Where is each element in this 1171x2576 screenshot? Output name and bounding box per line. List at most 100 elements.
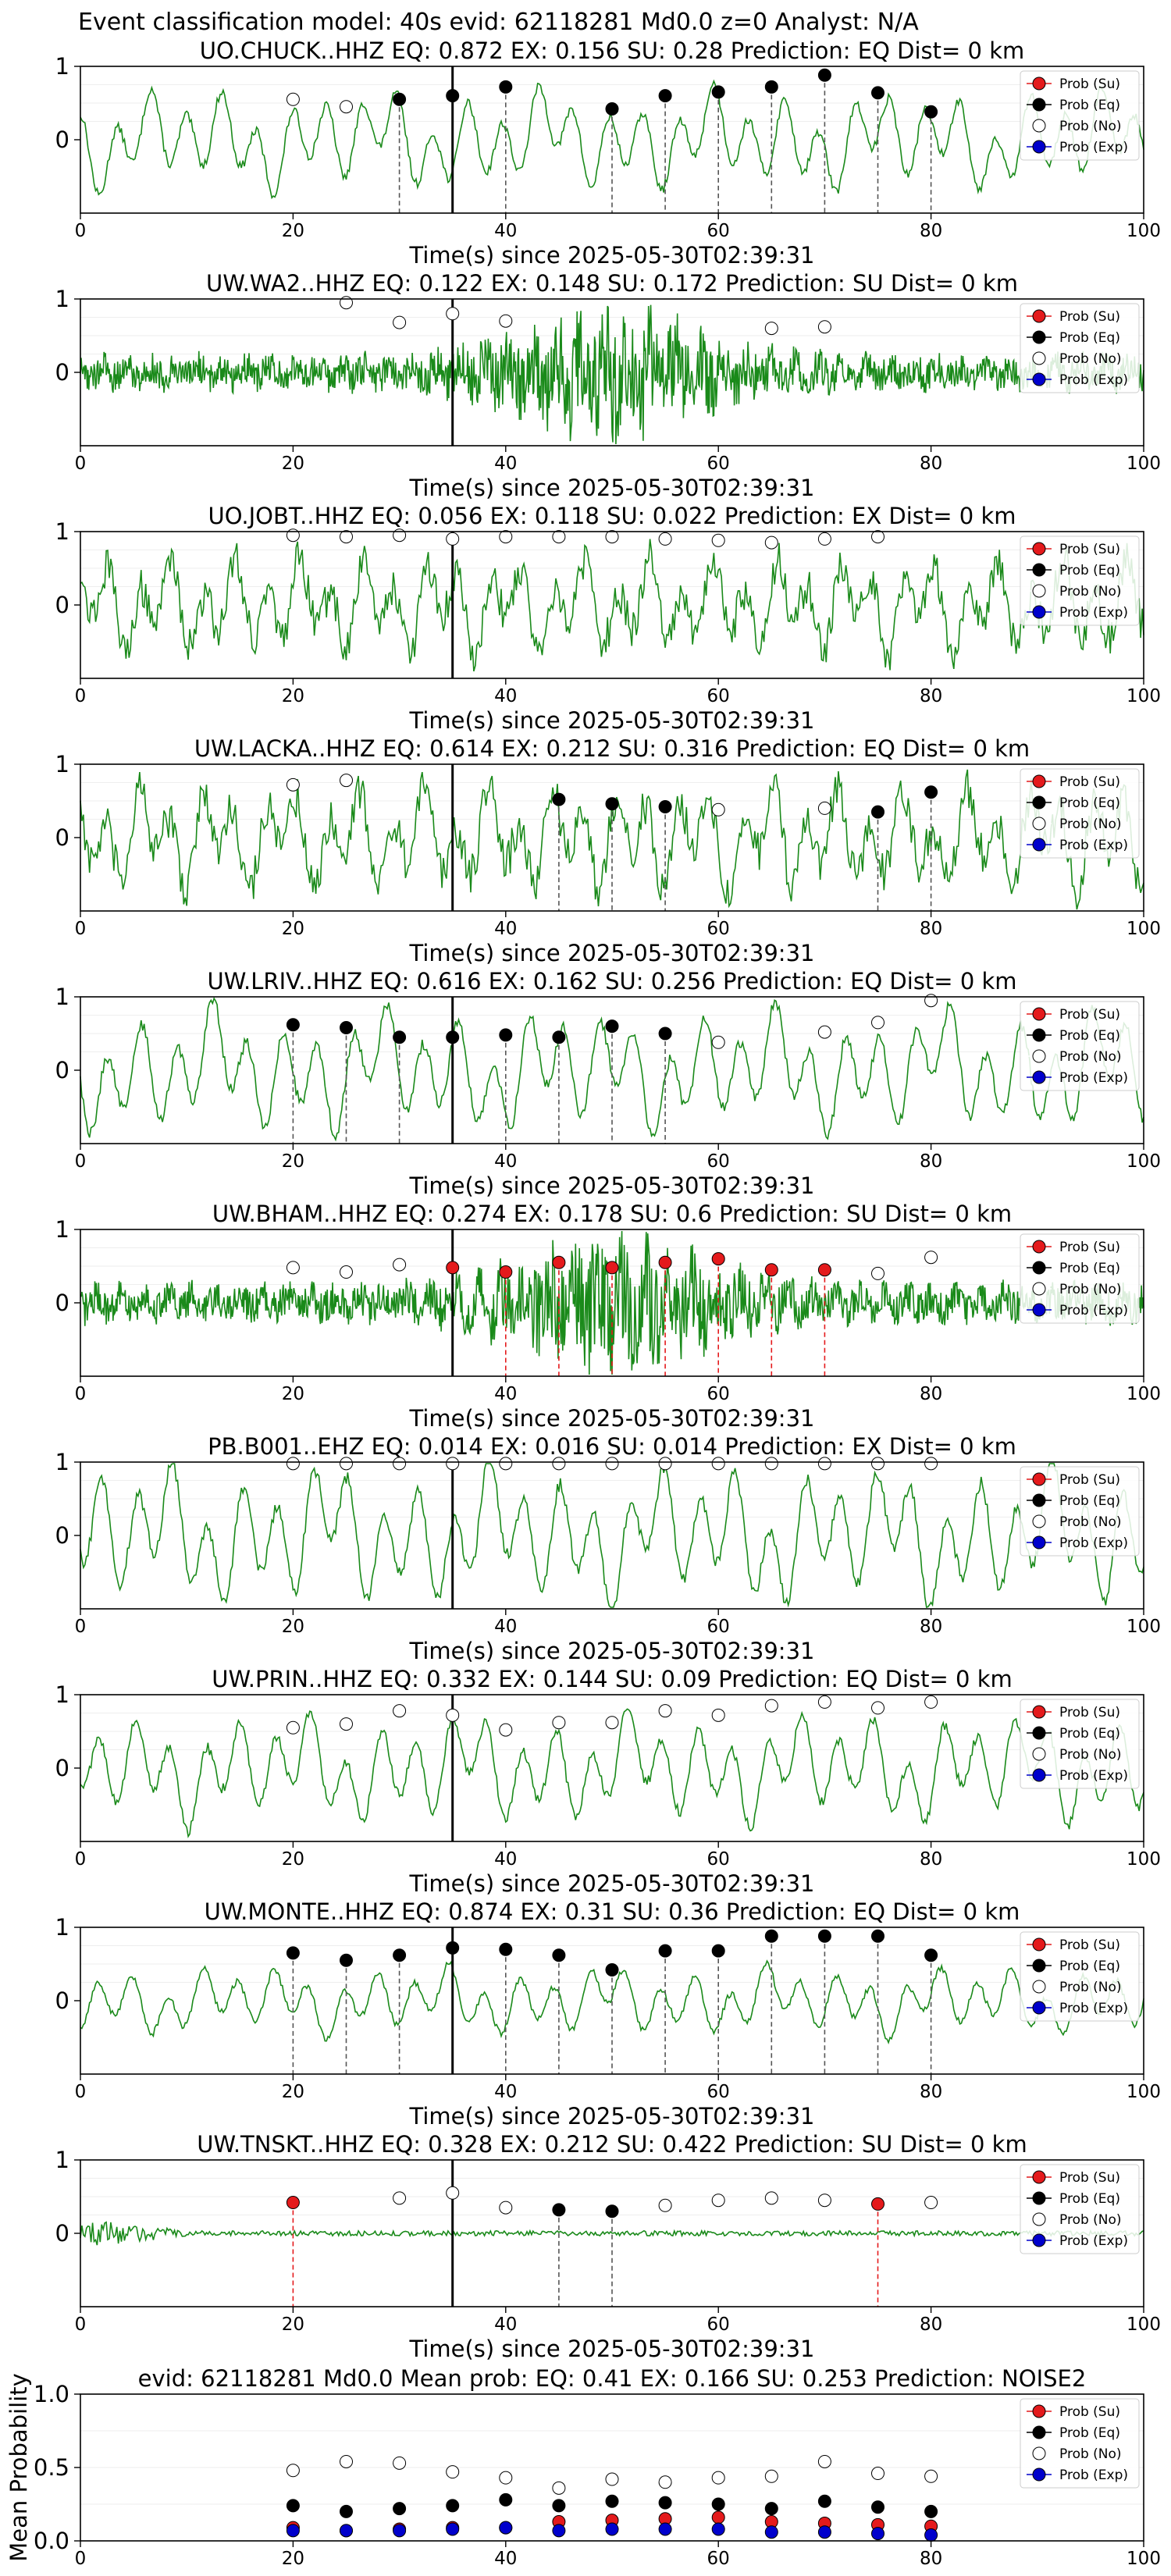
prob-marker-no: [871, 1266, 884, 1280]
prob-marker-no: [711, 1035, 725, 1049]
prob-marker-eq: [286, 1946, 300, 1960]
legend-marker: [1032, 2191, 1046, 2205]
mean-prob-point-exp: [446, 2522, 460, 2536]
legend: Prob (Su) Prob (Eq) Prob (No) Prob (Exp): [1020, 1699, 1140, 1789]
prob-marker-no: [552, 1716, 566, 1730]
x-tick-label: 0: [75, 1849, 87, 1870]
prob-marker-no: [286, 1261, 300, 1275]
x-tick-label: 40: [494, 2549, 517, 2569]
y-tick-label: 1: [55, 984, 69, 1010]
prob-marker-no: [924, 1251, 938, 1265]
legend-label: Prob (Exp): [1059, 140, 1128, 155]
legend-marker: [1032, 2467, 1046, 2482]
legend-label: Prob (Su): [1059, 542, 1120, 557]
x-tick-label: 100: [1127, 454, 1161, 474]
y-tick-label: 1: [55, 1449, 69, 1475]
legend-marker: [1032, 2404, 1046, 2418]
x-tick-label: 60: [707, 2314, 730, 2335]
legend-label: Prob (Su): [1059, 1705, 1120, 1720]
legend-marker: [1032, 563, 1046, 577]
prob-marker-no: [924, 1695, 938, 1709]
prob-marker-no: [658, 532, 672, 546]
prob-marker-eq: [605, 102, 619, 116]
prob-marker-su: [605, 1261, 619, 1275]
axes-frame: [80, 531, 1144, 679]
legend-marker: [1032, 2001, 1046, 2015]
x-tick-label: 40: [494, 1849, 517, 1870]
legend-marker: [1032, 584, 1046, 598]
legend-marker: [1032, 795, 1046, 809]
prob-marker-eq: [286, 1018, 300, 1032]
panel-2: UW.WA2..HHZ EQ: 0.122 EX: 0.148 SU: 0.17…: [55, 270, 1161, 501]
x-tick-label: 20: [282, 919, 304, 939]
prob-marker-no: [871, 1457, 884, 1471]
panel-8: UW.PRIN..HHZ EQ: 0.332 EX: 0.144 SU: 0.0…: [55, 1666, 1161, 1897]
x-tick-label: 40: [494, 1617, 517, 1637]
legend-box: [1020, 1001, 1140, 1091]
x-axis-label: Time(s) since 2025-05-30T02:39:31: [409, 1870, 815, 1897]
x-tick-label: 100: [1127, 2549, 1161, 2569]
y-tick-label: 0: [55, 2220, 69, 2247]
prob-marker-no: [393, 1258, 407, 1272]
legend-box: [1020, 70, 1140, 161]
legend-marker: [1032, 2170, 1046, 2184]
x-tick-label: 0: [75, 1384, 87, 1404]
prob-marker-su: [658, 1255, 672, 1269]
waveform-trace: [80, 1708, 1144, 1838]
x-tick-label: 0: [75, 454, 87, 474]
prob-marker-eq: [552, 1030, 566, 1044]
mean-prob-point-no: [552, 2481, 566, 2495]
legend: Prob (Su) Prob (Eq) Prob (No) Prob (Exp): [1020, 70, 1140, 161]
x-axis-label: Time(s) since 2025-05-30T02:39:31: [409, 1405, 815, 1432]
x-tick-label: 20: [282, 1849, 304, 1870]
legend-marker: [1032, 1493, 1046, 1507]
x-tick-label: 60: [707, 1384, 730, 1404]
prob-marker-no: [871, 530, 884, 544]
x-tick-label: 60: [707, 1151, 730, 1172]
legend-box: [1020, 303, 1140, 393]
x-tick-label: 80: [920, 2082, 942, 2102]
legend-marker: [1032, 330, 1046, 344]
prob-marker-eq: [393, 92, 407, 106]
x-tick-label: 0: [75, 2314, 87, 2335]
legend-label: Prob (Exp): [1059, 2467, 1128, 2483]
legend: Prob (Su) Prob (Eq) Prob (No) Prob (Exp): [1020, 1233, 1140, 1324]
legend-marker: [1032, 1768, 1046, 1782]
prob-marker-eq: [711, 85, 725, 99]
legend-box: [1020, 1699, 1140, 1789]
prob-marker-no: [658, 1704, 672, 1718]
panel-title: UW.PRIN..HHZ EQ: 0.332 EX: 0.144 SU: 0.0…: [212, 1666, 1013, 1692]
prob-marker-eq: [658, 1026, 672, 1041]
legend-label: Prob (Su): [1059, 2404, 1120, 2420]
x-tick-label: 80: [920, 221, 942, 241]
prob-marker-eq: [658, 1944, 672, 1958]
panel-3: UO.JOBT..HHZ EQ: 0.056 EX: 0.118 SU: 0.0…: [55, 503, 1161, 734]
prob-marker-no: [764, 1699, 778, 1713]
x-tick-label: 60: [707, 454, 730, 474]
x-tick-label: 40: [494, 919, 517, 939]
mean-prob-point-no: [499, 2471, 513, 2485]
y-axis-label: Mean Probability: [5, 2373, 32, 2562]
prob-marker-no: [817, 2194, 831, 2208]
mean-prob-point-su: [711, 2510, 725, 2524]
x-tick-label: 20: [282, 2082, 304, 2102]
prob-marker-no: [871, 1016, 884, 1030]
y-tick-label: 0.5: [34, 2454, 69, 2481]
prob-marker-eq: [764, 1929, 778, 1943]
mean-prob-point-no: [658, 2475, 672, 2489]
x-tick-label: 40: [494, 1151, 517, 1172]
panel-title: evid: 62118281 Md0.0 Mean prob: EQ: 0.41…: [138, 2365, 1087, 2392]
x-tick-label: 0: [75, 1617, 87, 1637]
legend-marker: [1032, 1705, 1046, 1719]
legend-label: Prob (No): [1059, 817, 1122, 832]
prob-marker-no: [552, 1457, 566, 1471]
legend-label: Prob (Eq): [1059, 1726, 1120, 1742]
prob-marker-no: [924, 2196, 938, 2210]
mean-prob-point-no: [286, 2464, 300, 2478]
legend-label: Prob (Su): [1059, 2170, 1120, 2186]
y-tick-label: 1: [55, 286, 69, 312]
prob-marker-no: [764, 2191, 778, 2205]
x-tick-label: 40: [494, 454, 517, 474]
prob-marker-no: [286, 528, 300, 543]
axes-frame: [80, 1461, 1144, 1610]
